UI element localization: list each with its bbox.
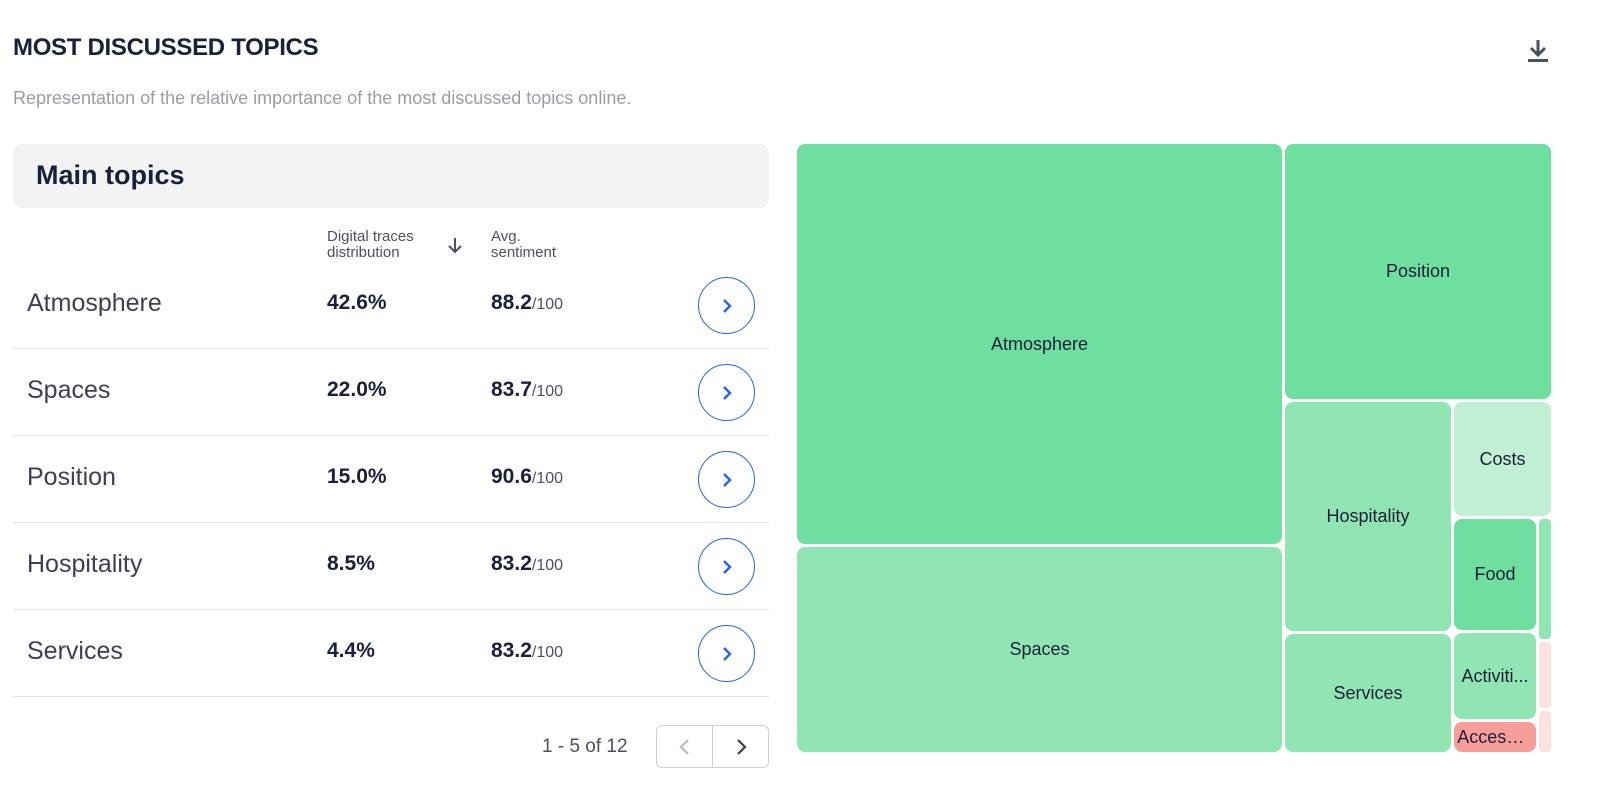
main-topics-header: Main topics xyxy=(13,144,769,208)
sentiment-value: 83.2/100 xyxy=(491,552,563,576)
topics-treemap: Atmosphere Position Spaces Hospitality Costs… xyxy=(797,144,1552,754)
previous-page-button[interactable] xyxy=(657,726,713,767)
pagination-controls xyxy=(656,725,769,768)
treemap-tile-label: Activiti... xyxy=(1461,665,1529,686)
open-topic-button[interactable] xyxy=(698,538,755,595)
digital-traces-value: 15.0% xyxy=(327,465,387,488)
digital-traces-value: 4.4% xyxy=(327,639,375,662)
page-title: MOST DISCUSSED TOPICS xyxy=(13,34,319,61)
treemap-tile-label: Hospitality xyxy=(1326,506,1410,526)
column-header-line: Digital traces xyxy=(327,228,414,245)
column-header-line: distribution xyxy=(327,244,400,261)
topic-name: Spaces xyxy=(27,376,111,404)
treemap-tile[interactable]: Food xyxy=(1454,519,1536,630)
table-row: Atmosphere 42.6% 88.2/100 xyxy=(13,262,769,349)
sentiment-denominator: /100 xyxy=(531,470,564,487)
arrow-down-icon[interactable] xyxy=(446,236,464,256)
page-subtitle: Representation of the relative importanc… xyxy=(13,88,632,108)
column-header-digital-traces[interactable]: Digital traces distribution xyxy=(327,229,414,261)
main-topics-title: Main topics xyxy=(36,160,185,190)
sentiment-value: 83.2/100 xyxy=(491,639,563,663)
sentiment-denominator: /100 xyxy=(531,644,564,661)
treemap-tile[interactable]: Activiti... xyxy=(1454,633,1536,719)
treemap-tile[interactable]: Hospitality xyxy=(1285,402,1451,631)
treemap-tile[interactable]: Position xyxy=(1285,144,1551,399)
treemap-tile-label: Accessi... xyxy=(1457,726,1533,747)
open-topic-button[interactable] xyxy=(698,451,755,508)
column-header-avg-sentiment[interactable]: Avg. sentiment xyxy=(491,229,556,261)
digital-traces-value: 8.5% xyxy=(327,552,375,575)
sentiment-value: 90.6/100 xyxy=(491,465,563,489)
digital-traces-value: 42.6% xyxy=(327,291,387,314)
topic-name: Hospitality xyxy=(27,550,143,578)
topic-name: Atmosphere xyxy=(27,289,162,317)
treemap-tile[interactable]: Atmosphere xyxy=(797,144,1282,544)
sentiment-denominator: /100 xyxy=(531,296,564,313)
sentiment-denominator: /100 xyxy=(531,557,564,574)
treemap-tile-label: Costs xyxy=(1479,448,1526,469)
treemap-tile[interactable]: Services xyxy=(1285,634,1451,752)
treemap-tile-label: Food xyxy=(1474,564,1516,584)
download-icon[interactable] xyxy=(1524,36,1552,66)
next-page-button[interactable] xyxy=(713,726,769,767)
treemap-tile[interactable]: Spaces xyxy=(797,547,1282,752)
treemap-tile-label: Position xyxy=(1385,261,1451,281)
sentiment-value: 83.7/100 xyxy=(491,378,563,402)
table-row: Services 4.4% 83.2/100 xyxy=(13,610,769,697)
digital-traces-value: 22.0% xyxy=(327,378,387,401)
treemap-tile[interactable] xyxy=(1539,519,1551,639)
sentiment-score: 83.7 xyxy=(491,378,532,401)
sentiment-score: 88.2 xyxy=(491,291,532,314)
sentiment-score: 83.2 xyxy=(491,552,532,575)
sentiment-score: 83.2 xyxy=(491,639,532,662)
sentiment-denominator: /100 xyxy=(531,383,564,400)
topic-name: Position xyxy=(27,463,116,491)
table-row: Position 15.0% 90.6/100 xyxy=(13,436,769,523)
treemap-tile[interactable]: Accessi... xyxy=(1454,722,1536,752)
topic-name: Services xyxy=(27,637,123,665)
open-topic-button[interactable] xyxy=(698,364,755,421)
sentiment-score: 90.6 xyxy=(491,465,532,488)
treemap-tile-label: Services xyxy=(1333,682,1403,703)
open-topic-button[interactable] xyxy=(698,277,755,334)
treemap-tile[interactable] xyxy=(1539,711,1551,752)
table-row: Hospitality 8.5% 83.2/100 xyxy=(13,523,769,610)
treemap-tile[interactable]: Costs xyxy=(1454,402,1551,516)
pagination-label: 1 - 5 of 12 xyxy=(542,736,628,757)
column-header-line: Avg. xyxy=(491,228,521,245)
treemap-tile[interactable] xyxy=(1539,642,1551,708)
open-topic-button[interactable] xyxy=(698,625,755,682)
treemap-tile-label: Atmosphere xyxy=(990,333,1089,354)
table-row: Spaces 22.0% 83.7/100 xyxy=(13,349,769,436)
column-header-line: sentiment xyxy=(491,244,557,261)
sentiment-value: 88.2/100 xyxy=(491,291,563,315)
treemap-tile-label: Spaces xyxy=(1009,639,1070,659)
